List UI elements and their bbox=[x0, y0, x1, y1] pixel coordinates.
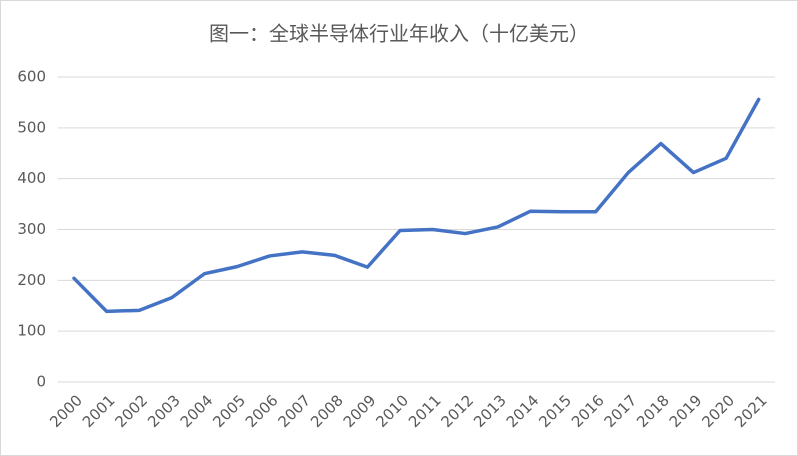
y-tick-label: 200 bbox=[17, 271, 46, 289]
y-tick-label: 600 bbox=[17, 68, 46, 86]
y-tick-label: 100 bbox=[17, 322, 46, 340]
y-tick-label: 500 bbox=[17, 118, 46, 136]
chart-title: 图一：全球半导体行业年收入（十亿美元） bbox=[209, 22, 589, 46]
data-line bbox=[72, 97, 761, 314]
y-tick-label: 300 bbox=[17, 220, 46, 238]
y-tick-label: 400 bbox=[17, 169, 46, 187]
y-tick-label: 0 bbox=[36, 373, 46, 391]
